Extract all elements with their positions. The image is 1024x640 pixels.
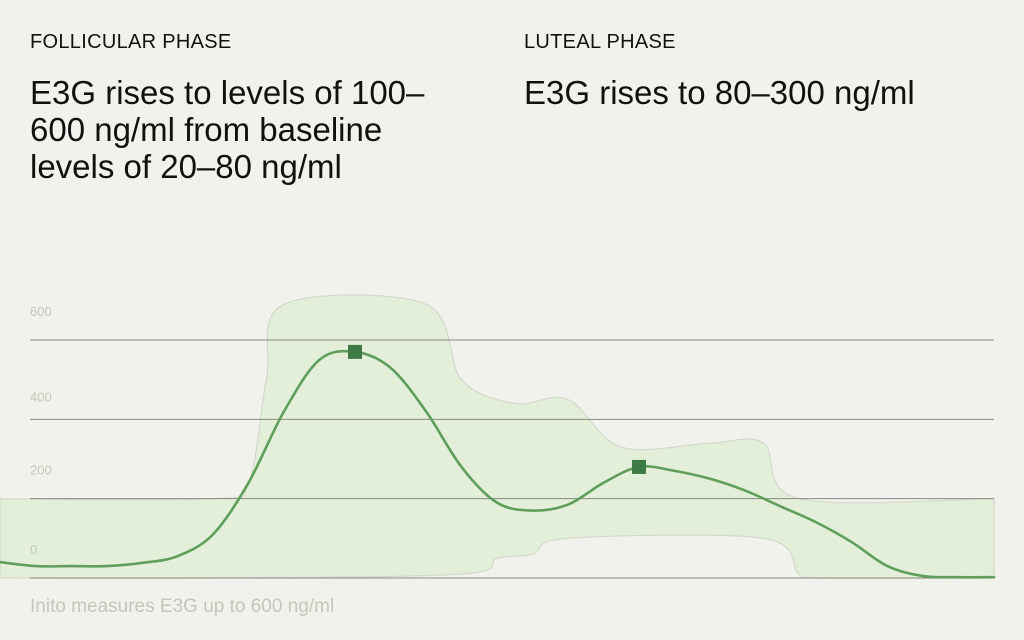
y-tick-label-0: 0 xyxy=(30,542,37,557)
e3g-curve xyxy=(0,349,996,579)
y-tick-label-400: 400 xyxy=(30,389,52,404)
follicular-phase-label: FOLLICULAR PHASE xyxy=(30,31,232,53)
luteal-phase-description: E3G rises to 80–300 ng/ml xyxy=(524,74,915,111)
peak-marker-2 xyxy=(632,459,646,474)
footnote: Inito measures E3G up to 600 ng/ml xyxy=(30,596,335,617)
peak-marker-1 xyxy=(348,344,362,359)
follicular-phase: FOLLICULAR PHASE E3G rises to levels of … xyxy=(30,30,450,185)
range-band xyxy=(0,294,995,579)
luteal-phase: LUTEAL PHASE E3G rises to 80–300 ng/ml xyxy=(524,30,944,111)
luteal-phase-label: LUTEAL PHASE xyxy=(524,31,676,53)
y-tick-label-200: 200 xyxy=(30,463,52,478)
y-tick-label-600: 600 xyxy=(30,304,52,319)
follicular-phase-description: E3G rises to levels of 100–600 ng/ml fro… xyxy=(30,74,425,185)
